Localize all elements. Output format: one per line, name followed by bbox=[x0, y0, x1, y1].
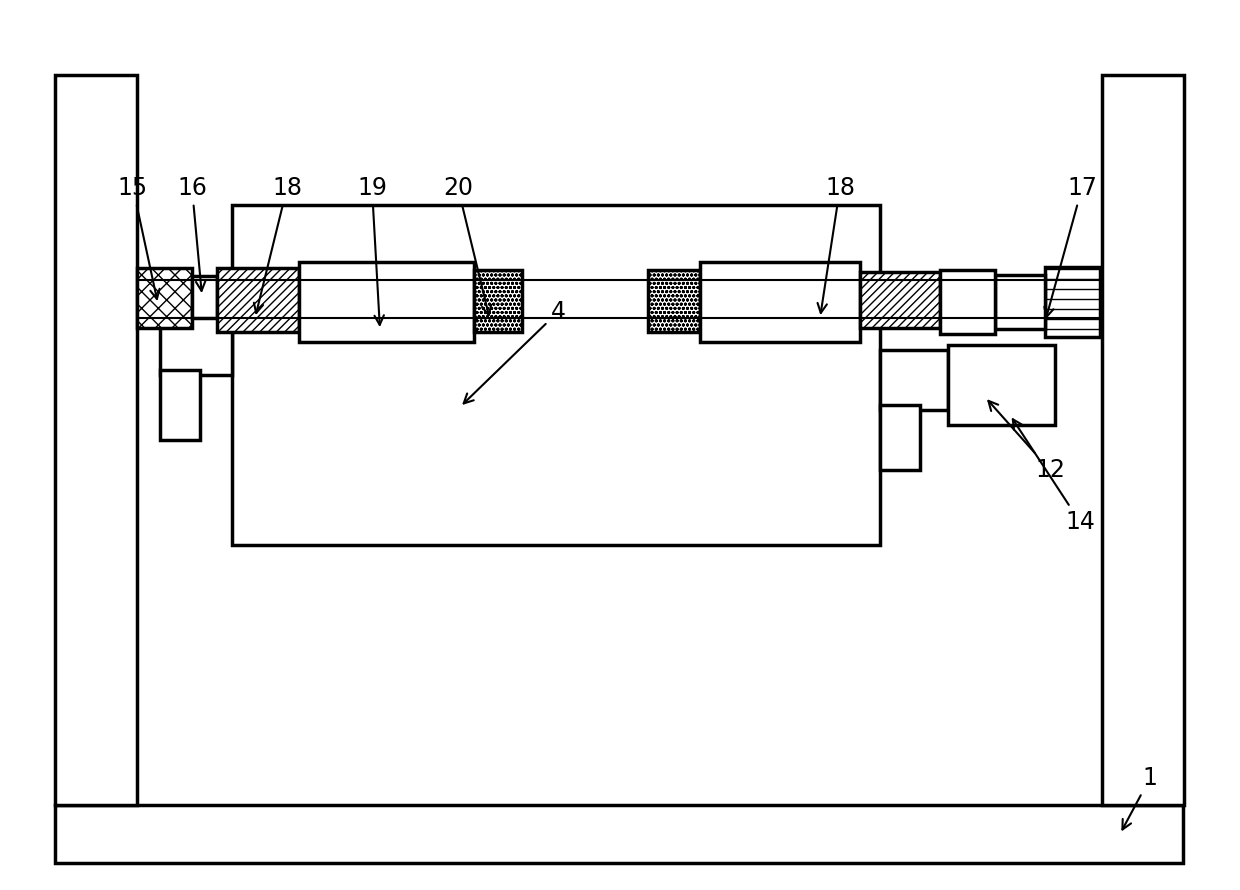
Text: 16: 16 bbox=[177, 176, 207, 291]
Bar bbox=[649, 270, 701, 332]
Bar bbox=[55, 805, 1183, 863]
Text: 18: 18 bbox=[817, 176, 856, 313]
Bar bbox=[160, 310, 232, 375]
Bar bbox=[55, 75, 136, 805]
Bar bbox=[880, 350, 949, 410]
Bar bbox=[880, 405, 920, 470]
Text: 19: 19 bbox=[357, 176, 387, 325]
Bar bbox=[474, 270, 522, 332]
Bar bbox=[136, 268, 192, 328]
Bar bbox=[701, 262, 861, 342]
Text: 20: 20 bbox=[443, 176, 491, 315]
Text: 1: 1 bbox=[1122, 766, 1157, 829]
Text: 14: 14 bbox=[1013, 419, 1095, 534]
Text: 17: 17 bbox=[1044, 176, 1097, 317]
Bar bbox=[299, 262, 474, 342]
Text: 15: 15 bbox=[118, 176, 160, 299]
Bar bbox=[232, 205, 880, 545]
Text: 4: 4 bbox=[464, 300, 565, 403]
Bar bbox=[217, 268, 299, 332]
Bar bbox=[1102, 75, 1184, 805]
Text: 12: 12 bbox=[988, 400, 1065, 482]
Text: 18: 18 bbox=[254, 176, 303, 313]
Bar bbox=[192, 276, 217, 318]
Bar bbox=[949, 345, 1055, 425]
Bar bbox=[861, 272, 940, 328]
Bar bbox=[994, 275, 1045, 329]
Bar bbox=[940, 270, 994, 334]
Bar bbox=[160, 370, 200, 440]
Bar bbox=[1045, 267, 1100, 337]
